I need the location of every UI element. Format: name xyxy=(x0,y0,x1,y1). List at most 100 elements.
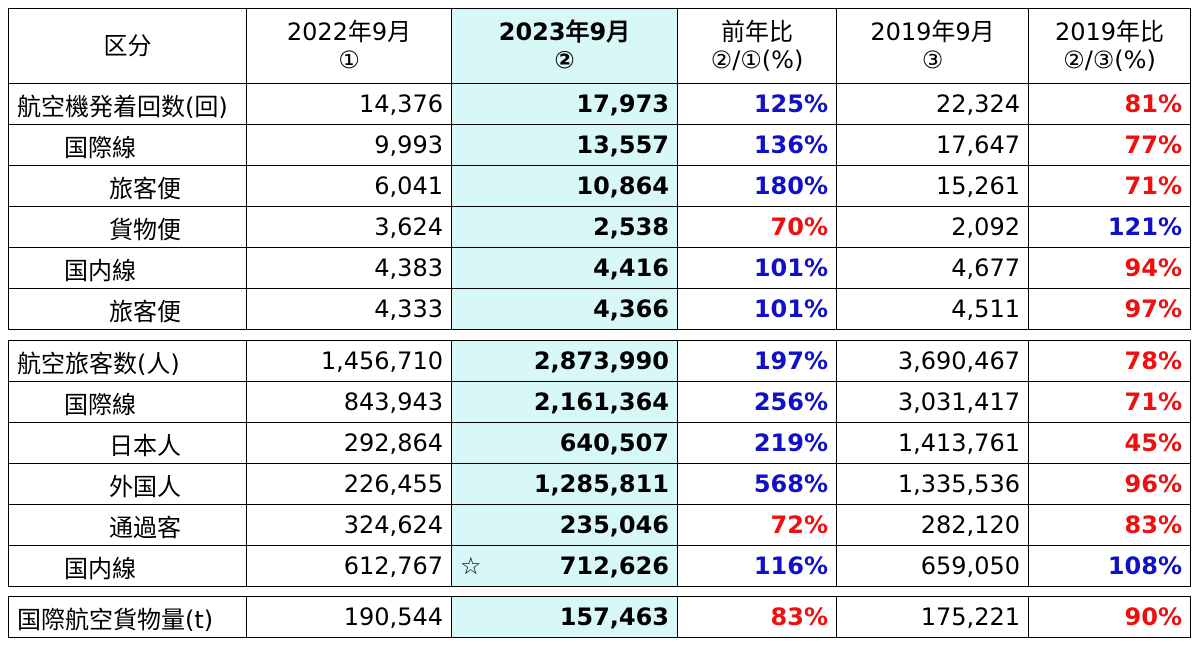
value-2023-sep-text: 17,973 xyxy=(576,90,669,118)
table-row: 航空旅客数(人) 1,456,710 2,873,990 197% 3,690,467 7… xyxy=(8,340,1191,382)
row-label: 国内線 xyxy=(8,545,247,587)
table-row: 国内線 612,767 ☆ 712,626 116% 659,050 108% xyxy=(8,545,1191,587)
ratio-vs-2019: 96% xyxy=(1028,463,1191,505)
table-row: 日本人 292,864 640,507 219% 1,413,761 45% xyxy=(8,422,1191,464)
table-row: 通過客 324,624 235,046 72% 282,120 83% xyxy=(8,504,1191,546)
yoy-ratio: 219% xyxy=(677,422,837,464)
value-2023-sep: ☆ 712,626 xyxy=(451,545,678,587)
value-2022-sep: 324,624 xyxy=(246,504,452,546)
table-row: 国際航空貨物量(t) 190,544 157,463 83% 175,221 90% xyxy=(8,596,1191,638)
table-row: 国内線 4,383 4,416 101% 4,677 94% xyxy=(8,247,1191,289)
value-2023-sep-text: 712,626 xyxy=(559,552,669,580)
value-2023-sep-text: 2,538 xyxy=(593,213,669,241)
row-label: 航空機発着回数(回) xyxy=(8,83,247,125)
yoy-ratio: 180% xyxy=(677,165,837,207)
value-2022-sep: 14,376 xyxy=(246,83,452,125)
star-icon: ☆ xyxy=(460,552,482,580)
row-label: 貨物便 xyxy=(8,206,247,248)
value-2023-sep: 4,366 xyxy=(451,288,678,330)
header-2022-sep: 2022年9月 ① xyxy=(246,8,452,84)
yoy-ratio: 136% xyxy=(677,124,837,166)
ratio-vs-2019: 78% xyxy=(1028,340,1191,382)
ratio-vs-2019: 71% xyxy=(1028,165,1191,207)
row-label: 旅客便 xyxy=(8,288,247,330)
value-2019-sep: 282,120 xyxy=(836,504,1029,546)
yoy-ratio: 101% xyxy=(677,288,837,330)
ratio-vs-2019: 77% xyxy=(1028,124,1191,166)
header-2019-sep: 2019年9月 ③ xyxy=(836,8,1029,84)
ratio-vs-2019: 45% xyxy=(1028,422,1191,464)
value-2023-sep: 1,285,811 xyxy=(451,463,678,505)
value-2022-sep: 226,455 xyxy=(246,463,452,505)
header-category: 区分 xyxy=(8,8,247,84)
header-row: 区分 2022年9月 ① 2023年9月 ② 前年比 ②/①(%) 2019年9月 ③ … xyxy=(8,8,1191,84)
row-label: 国際線 xyxy=(8,124,247,166)
yoy-ratio: 125% xyxy=(677,83,837,125)
ratio-vs-2019: 97% xyxy=(1028,288,1191,330)
value-2019-sep: 659,050 xyxy=(836,545,1029,587)
table-row: 国際線 9,993 13,557 136% 17,647 77% xyxy=(8,124,1191,166)
passengers-table: 航空旅客数(人) 1,456,710 2,873,990 197% 3,690,467 7… xyxy=(8,340,1191,587)
row-label: 通過客 xyxy=(8,504,247,546)
value-2023-sep: 4,416 xyxy=(451,247,678,289)
value-2022-sep: 190,544 xyxy=(246,596,452,638)
yoy-ratio: 70% xyxy=(677,206,837,248)
ratio-vs-2019: 94% xyxy=(1028,247,1191,289)
value-2023-sep-text: 2,873,990 xyxy=(533,347,669,375)
header-yoy-ratio: 前年比 ②/①(%) xyxy=(677,8,837,84)
value-2019-sep: 1,413,761 xyxy=(836,422,1029,464)
value-2023-sep-text: 4,416 xyxy=(593,254,669,282)
row-label: 航空旅客数(人) xyxy=(8,340,247,382)
value-2023-sep-text: 157,463 xyxy=(559,603,669,631)
ratio-vs-2019: 71% xyxy=(1028,381,1191,423)
value-2019-sep: 15,261 xyxy=(836,165,1029,207)
value-2019-sep: 4,511 xyxy=(836,288,1029,330)
row-label: 国内線 xyxy=(8,247,247,289)
value-2023-sep: 157,463 xyxy=(451,596,678,638)
table-row: 旅客便 4,333 4,366 101% 4,511 97% xyxy=(8,288,1191,330)
value-2023-sep: 10,864 xyxy=(451,165,678,207)
table-row: 国際線 843,943 2,161,364 256% 3,031,417 71% xyxy=(8,381,1191,423)
table-row: 外国人 226,455 1,285,811 568% 1,335,536 96% xyxy=(8,463,1191,505)
ratio-vs-2019: 83% xyxy=(1028,504,1191,546)
yoy-ratio: 197% xyxy=(677,340,837,382)
row-label: 国際線 xyxy=(8,381,247,423)
ratio-vs-2019: 121% xyxy=(1028,206,1191,248)
value-2023-sep-text: 2,161,364 xyxy=(533,388,669,416)
value-2022-sep: 612,767 xyxy=(246,545,452,587)
yoy-ratio: 568% xyxy=(677,463,837,505)
yoy-ratio: 83% xyxy=(677,596,837,638)
value-2023-sep-text: 13,557 xyxy=(576,131,669,159)
value-2022-sep: 292,864 xyxy=(246,422,452,464)
cargo-table: 国際航空貨物量(t) 190,544 157,463 83% 175,221 90% xyxy=(8,596,1191,638)
value-2023-sep: 640,507 xyxy=(451,422,678,464)
value-2023-sep-text: 1,285,811 xyxy=(533,470,669,498)
value-2019-sep: 4,677 xyxy=(836,247,1029,289)
row-label: 外国人 xyxy=(8,463,247,505)
table-row: 航空機発着回数(回) 14,376 17,973 125% 22,324 81% xyxy=(8,83,1191,125)
value-2023-sep: 2,538 xyxy=(451,206,678,248)
flights-table: 区分 2022年9月 ① 2023年9月 ② 前年比 ②/①(%) 2019年9月 ③ … xyxy=(8,8,1191,330)
ratio-vs-2019: 108% xyxy=(1028,545,1191,587)
ratio-vs-2019: 81% xyxy=(1028,83,1191,125)
ratio-vs-2019: 90% xyxy=(1028,596,1191,638)
row-label: 日本人 xyxy=(8,422,247,464)
header-2023-sep: 2023年9月 ② xyxy=(451,8,678,84)
value-2022-sep: 9,993 xyxy=(246,124,452,166)
value-2022-sep: 4,333 xyxy=(246,288,452,330)
value-2023-sep: 235,046 xyxy=(451,504,678,546)
value-2022-sep: 843,943 xyxy=(246,381,452,423)
value-2022-sep: 6,041 xyxy=(246,165,452,207)
value-2023-sep: 17,973 xyxy=(451,83,678,125)
value-2019-sep: 2,092 xyxy=(836,206,1029,248)
yoy-ratio: 116% xyxy=(677,545,837,587)
value-2019-sep: 1,335,536 xyxy=(836,463,1029,505)
header-2019-ratio: 2019年比 ②/③(%) xyxy=(1028,8,1191,84)
value-2023-sep: 2,873,990 xyxy=(451,340,678,382)
value-2023-sep-text: 235,046 xyxy=(559,511,669,539)
value-2023-sep: 2,161,364 xyxy=(451,381,678,423)
row-label: 旅客便 xyxy=(8,165,247,207)
value-2019-sep: 17,647 xyxy=(836,124,1029,166)
yoy-ratio: 72% xyxy=(677,504,837,546)
value-2023-sep-text: 10,864 xyxy=(576,172,669,200)
